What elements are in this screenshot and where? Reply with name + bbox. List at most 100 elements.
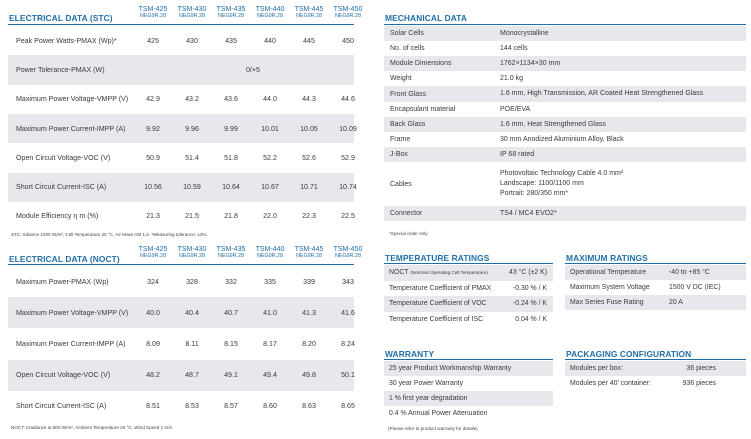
table-row: Maximum Power Voltage-VMPP (V) 40.0 40.4 40…	[8, 297, 355, 329]
row-value: 48.2	[146, 371, 160, 380]
model-name: TSM-450	[333, 246, 363, 253]
row-label: Front Glass	[390, 90, 427, 98]
packaging-title: PACKAGING CONFIGURATION	[566, 349, 692, 359]
row-value: -40 to +85 °C	[669, 269, 710, 276]
row-value: 50.1	[341, 371, 355, 380]
table-row: Modules per 40’ container: 936 pieces	[565, 376, 746, 391]
table-row: Frame 30 mm Anodized Aluminium Alloy, Bla…	[384, 132, 746, 147]
row-value: 10.56	[144, 183, 162, 192]
stc-title: ELECTRICAL DATA (STC)	[9, 13, 113, 23]
model-name: TSM-445	[294, 246, 324, 253]
row-value: 936 pieces	[682, 380, 716, 387]
row-value: 332	[225, 277, 237, 286]
row-value: 51.4	[185, 153, 199, 162]
row-label: Max Series Fuse Rating	[570, 299, 644, 306]
noct-note: NOCT: Irradiance at 800 W/m², Ambient Te…	[11, 425, 174, 430]
table-row: Connector TS4 / MC4 EVO2*	[384, 206, 746, 221]
table-row: Temperature Coefficient of ISC 0.04 % / K	[384, 312, 553, 328]
row-label: Short Circuit Current-ISC (A)	[16, 402, 107, 411]
row-value: 41.6	[341, 308, 355, 317]
row-value: 8.65	[341, 402, 355, 411]
model-name: TSM-430	[177, 6, 207, 13]
model-suffix: NEG9R.28	[217, 253, 245, 259]
model-name: TSM-425	[138, 6, 168, 13]
packaging-rule	[565, 359, 746, 360]
table-row: Operational Temperature -40 to +85 °C	[565, 265, 746, 280]
row-label-text: Temperature Coefficient of VOC	[389, 300, 487, 308]
row-label-text: NOCT	[389, 269, 409, 277]
temperature-rule	[384, 263, 553, 264]
model-name: TSM-425	[138, 246, 168, 253]
row-value: 22.0	[263, 212, 277, 221]
model-name: TSM-435	[216, 6, 246, 13]
row-value: 49.4	[263, 371, 277, 380]
row-value: 43 °C (±2 K)	[509, 269, 547, 277]
stc-rule	[8, 24, 354, 25]
table-row: NOCT (Nominal Operating Cell Temperature…	[384, 265, 553, 281]
table-row: Module Dimensions 1762×1134×30 mm	[384, 56, 746, 71]
row-value: TS4 / MC4 EVO2*	[500, 209, 557, 217]
row-value: 10.09	[339, 124, 357, 133]
row-value: 22.3	[302, 212, 316, 221]
row-label: Solar Cells	[390, 30, 424, 37]
row-label: Maximum Power Voltage-VMPP (V)	[16, 95, 129, 104]
row-value: 144 cells	[500, 44, 528, 52]
row-value: 20 A	[669, 299, 683, 306]
row-value: 8.15	[224, 339, 238, 348]
model-name: TSM-440	[255, 6, 285, 13]
table-row: Temperature Coefficient of VOC -0.24 % / …	[384, 296, 553, 312]
row-value: 52.2	[263, 153, 277, 162]
row-label: Open Circuit Voltage-VOC (V)	[16, 153, 111, 162]
row-label: No. of cells	[390, 45, 425, 52]
model-suffix: NEG9R.28	[139, 13, 167, 19]
model-suffix: NEG9R.28	[334, 13, 362, 19]
row-value: 36 pieces	[686, 365, 717, 372]
cable-line: Landscape: 1100/1100 mm	[500, 180, 584, 187]
row-value: 44.6	[341, 95, 355, 104]
warranty-rule	[384, 359, 553, 360]
noct-title: ELECTRICAL DATA (NOCT)	[9, 254, 120, 264]
row-label: Modules per 40’ container:	[570, 380, 651, 387]
table-row: Peak Power Watts-PMAX (Wp)* 425 430 435 440 4…	[8, 26, 354, 55]
row-value: 8.63	[302, 402, 316, 411]
maximum-rule	[565, 263, 746, 264]
row-value: Photovoltaic Technology Cable 4.0 mm² Lan…	[500, 169, 623, 199]
row-label: Maximum Power Current-IMPP (A)	[16, 124, 126, 133]
row-value: 40.7	[224, 308, 238, 317]
model-suffix: NEG9R.28	[256, 13, 284, 19]
noct-rule	[8, 264, 354, 265]
table-row: No. of cells 144 cells	[384, 41, 746, 56]
model-header: TSM-425 NEG9R.28	[133, 246, 173, 260]
mechanical-rule	[384, 24, 746, 25]
row-value: 9.99	[224, 124, 238, 133]
row-label: Open Circuit Voltage-VOC (V)	[16, 371, 111, 380]
row-value: 9.96	[185, 124, 199, 133]
table-row: Encapsulant material POE/EVA	[384, 102, 746, 117]
row-value: 8.20	[302, 339, 316, 348]
row-value: 343	[342, 277, 354, 286]
row-value: 42.9	[146, 95, 160, 104]
model-suffix: NEG9R.28	[295, 13, 323, 19]
table-row: Short Circuit Current-ISC (A) 8.51 8.53 8.5…	[8, 391, 355, 422]
model-header: TSM-450 NEG9R.28	[328, 6, 368, 20]
model-header: TSM-445 NEG9R.28	[289, 6, 329, 20]
row-value: POE/EVA	[500, 105, 531, 113]
model-header: TSM-435 NEG9R.28	[211, 6, 251, 20]
row-value: 10.67	[261, 183, 279, 192]
model-name: TSM-450	[333, 6, 363, 13]
row-value: 8.24	[341, 339, 355, 348]
row-value: 40.4	[185, 308, 199, 317]
row-value: 10.71	[300, 183, 318, 192]
row-value: 1.6 mm, Heat Strengthened Glass	[500, 120, 606, 128]
row-value: 21.0 kg	[500, 74, 523, 82]
model-suffix: NEG9R.28	[217, 13, 245, 19]
table-row: Cables Photovoltaic Technology Cable 4.0 …	[384, 162, 746, 206]
row-label: Power Tolerance-PMAX (W)	[16, 65, 105, 74]
row-value: 48.7	[185, 371, 199, 380]
table-row: Weight 21.0 kg	[384, 71, 746, 86]
row-label: Peak Power Watts-PMAX (Wp)*	[16, 36, 117, 45]
row-label: Modules per box:	[570, 365, 623, 372]
warranty-text: 0.4 % Annual Power Attenuation	[389, 410, 488, 417]
row-label: Maximum Power Voltage-VMPP (V)	[16, 308, 129, 317]
row-value: 8.11	[185, 339, 199, 348]
